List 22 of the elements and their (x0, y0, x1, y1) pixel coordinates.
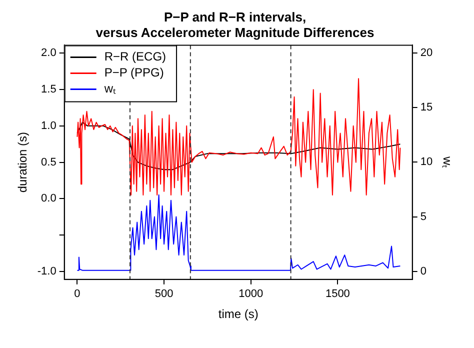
x-tick-label: 500 (154, 288, 174, 300)
legend-label: P−P (PPG) (104, 66, 164, 80)
x-tick-label: 1500 (325, 288, 350, 300)
y-tick-label: 0.0 (41, 192, 56, 205)
y2-tick-label: 15 (420, 102, 433, 114)
x-tick-label: 0 (74, 288, 80, 300)
y2-tick-label: 20 (420, 46, 433, 59)
y-tick-label: -1.0 (37, 265, 56, 278)
chart-title: P−P and R−R intervals, versus Accelerometer Magnitude Differences (96, 9, 374, 40)
y-tick-label: 1.5 (41, 84, 56, 96)
y-tick-label: 2.0 (41, 47, 56, 60)
y2-tick-label: 0 (420, 265, 426, 278)
y2-axis-title: wₜ (440, 155, 454, 168)
y-axis-title: duration (s) (16, 132, 30, 193)
x-axis-title: time (s) (218, 307, 258, 322)
y2-tick-label: 10 (420, 156, 433, 168)
legend-label: R−R (ECG) (104, 50, 166, 64)
y-tick-label: 0.5 (41, 156, 56, 168)
y-tick-label: 1.0 (41, 120, 56, 132)
x-tick-label: 1000 (238, 288, 264, 300)
legend-label: wₜ (103, 82, 116, 96)
y2-tick-label: 5 (420, 210, 426, 223)
